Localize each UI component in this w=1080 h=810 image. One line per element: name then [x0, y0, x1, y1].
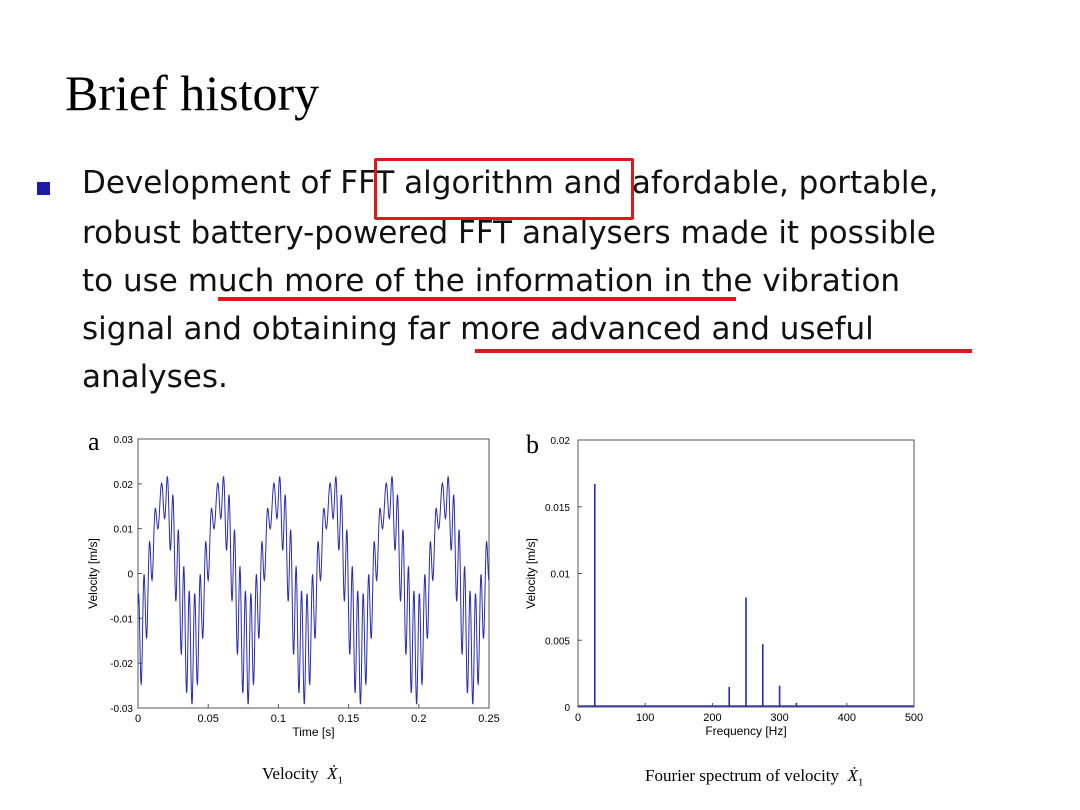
- panel-b-xtick-label: 0: [575, 712, 581, 724]
- panel-a-xtick-label: 0.25: [478, 713, 499, 725]
- paragraph-line-3: to use much more of the information in t…: [82, 263, 901, 299]
- caption-velocity: Velocity Ẋ1: [262, 764, 344, 787]
- panel-b-letter: b: [526, 430, 539, 459]
- panel-a-ytick-label: -0.01: [110, 614, 133, 625]
- panel-a-xtick-label: 0: [135, 713, 141, 725]
- panel-a-ytick-label: 0.03: [114, 435, 134, 446]
- panel-a-velocity-line: [137, 476, 490, 705]
- panel-a-xtick-label: 0.1: [271, 713, 286, 725]
- panel-a-xtick-label: 0.15: [338, 713, 359, 725]
- panel-a-ytick-label: -0.02: [110, 659, 133, 670]
- panel-b-ytick-label: 0.005: [545, 636, 570, 647]
- panel-a-xlabel: Time [s]: [292, 725, 334, 739]
- panel-b-xtick-label: 400: [838, 712, 856, 724]
- panel-a-ylabel: Velocity [m/s]: [86, 538, 100, 609]
- panel-b-ytick-label: 0.02: [551, 436, 571, 447]
- panel-a-xtick-label: 0.2: [411, 713, 426, 725]
- slide-title: Brief history: [65, 65, 320, 121]
- panel-b-ytick-label: 0.015: [545, 503, 570, 514]
- panel-b-xtick-label: 100: [636, 712, 654, 724]
- panel-b-ytick-label: 0.01: [551, 570, 571, 581]
- panel-b-xtick-label: 500: [905, 712, 923, 724]
- paragraph-line-1: Development of FFT algorithm and afordab…: [82, 165, 939, 201]
- information-underline: [218, 297, 736, 301]
- paragraph-line-5: analyses.: [82, 359, 228, 395]
- panel-a-letter: a: [88, 427, 100, 456]
- advanced-analyses-underline: [475, 349, 972, 353]
- panel-b-xlabel: Frequency [Hz]: [705, 724, 786, 738]
- fft-algorithm-highlight-box: [374, 158, 634, 220]
- panel-a-ytick-label: 0.02: [114, 480, 134, 491]
- caption-fourier-spectrum: Fourier spectrum of velocity Ẋ1: [645, 766, 864, 789]
- paragraph-line-4: signal and obtaining far more advanced a…: [82, 311, 874, 347]
- panel-a-xtick-label: 0.05: [197, 713, 218, 725]
- paragraph-line-2: robust battery-powered FFT analysers mad…: [82, 215, 936, 251]
- panel-b-xtick-label: 200: [703, 712, 721, 724]
- bullet-marker: [37, 182, 50, 195]
- panel-b-xtick-label: 300: [770, 712, 788, 724]
- panel-a-ytick-label: -0.03: [110, 704, 133, 715]
- panel-a-ytick-label: 0.01: [114, 525, 134, 536]
- panel-b-ytick-label: 0: [564, 703, 570, 714]
- panel-b-ylabel: Velocity [m/s]: [524, 538, 538, 609]
- panel-a-ytick-label: 0: [127, 570, 133, 581]
